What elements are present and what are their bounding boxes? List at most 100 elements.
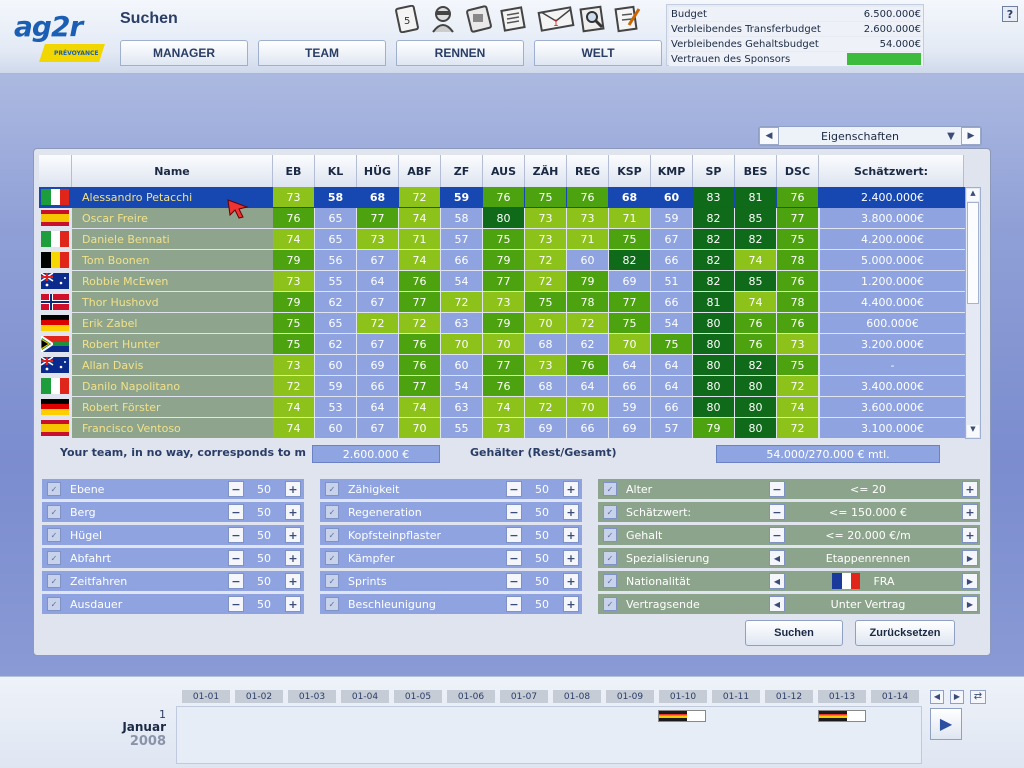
calendar-timeline[interactable] (176, 706, 922, 764)
decrease-button[interactable]: − (228, 550, 244, 566)
header-dsc[interactable]: DSC (777, 155, 819, 187)
rider-name[interactable]: Oscar Freire (72, 208, 273, 228)
document-icon[interactable]: 5 (392, 4, 422, 34)
tab-rennen[interactable]: RENNEN (396, 40, 524, 66)
filter-checkbox[interactable]: ✓ (603, 505, 617, 519)
filter-checkbox[interactable]: ✓ (47, 597, 61, 611)
chevron-right-icon[interactable]: ▶ (962, 596, 978, 612)
filter-checkbox[interactable]: ✓ (47, 505, 61, 519)
table-scrollbar[interactable]: ▲ ▼ (965, 187, 981, 439)
race-marker[interactable] (818, 710, 866, 722)
calendar-reset-icon[interactable]: ⇄ (970, 690, 986, 704)
increase-button[interactable]: + (285, 596, 301, 612)
table-row[interactable]: Erik Zabel 75 65 72 72 63 79 70 72 75 54 80 76 76 600.… (39, 313, 965, 334)
header-abf[interactable]: ABF (399, 155, 441, 187)
table-row[interactable]: Tom Boonen 79 56 67 74 66 79 72 60 82 66 82 74 78 5.00… (39, 250, 965, 271)
decrease-button[interactable]: − (506, 504, 522, 520)
header-reg[interactable]: REG (567, 155, 609, 187)
decrease-button[interactable]: − (228, 527, 244, 543)
header-aus[interactable]: AUS (483, 155, 525, 187)
calendar-day-tab[interactable]: 01-02 (235, 690, 283, 703)
filter-checkbox[interactable]: ✓ (603, 574, 617, 588)
decrease-button[interactable]: − (228, 504, 244, 520)
table-row[interactable]: Daniele Bennati 74 65 73 71 57 75 73 71 75 67 82 82 7… (39, 229, 965, 250)
decrease-button[interactable]: − (506, 550, 522, 566)
scroll-down-icon[interactable]: ▼ (967, 425, 979, 437)
attribute-view-dropdown[interactable]: ◀ Eigenschaften ▼ ▶ (758, 126, 982, 146)
table-row[interactable]: Robbie McEwen 73 55 64 76 54 77 72 79 69 51 82 85 76 1… (39, 271, 965, 292)
increase-button[interactable]: + (563, 504, 579, 520)
table-row[interactable]: Francisco Ventoso 74 60 67 70 55 73 69 66 69 57 79 8… (39, 418, 965, 439)
decrease-button[interactable]: − (228, 481, 244, 497)
filter-checkbox[interactable]: ✓ (325, 574, 339, 588)
reset-button[interactable]: Zurücksetzen (855, 620, 955, 646)
decrease-button[interactable]: − (769, 481, 785, 497)
tab-welt[interactable]: WELT (534, 40, 662, 66)
header-kmp[interactable]: KMP (651, 155, 693, 187)
table-row[interactable]: Alessandro Petacchi 73 58 68 72 59 76 75 76 68 60 8… (39, 187, 965, 208)
header-schätzwert[interactable]: Schätzwert: (819, 155, 964, 187)
magnifier-icon[interactable] (578, 4, 608, 34)
filter-checkbox[interactable]: ✓ (603, 597, 617, 611)
increase-button[interactable]: + (563, 550, 579, 566)
rider-name[interactable]: Francisco Ventoso (72, 418, 273, 438)
increase-button[interactable]: + (285, 573, 301, 589)
calendar-day-tab[interactable]: 01-07 (500, 690, 548, 703)
cyclist-icon[interactable] (428, 4, 458, 34)
chevron-left-icon[interactable]: ◀ (769, 550, 785, 566)
calendar-day-tab[interactable]: 01-08 (553, 690, 601, 703)
decrease-button[interactable]: − (506, 527, 522, 543)
calendar-day-tab[interactable]: 01-04 (341, 690, 389, 703)
tab-team[interactable]: TEAM (258, 40, 386, 66)
increase-button[interactable]: + (285, 481, 301, 497)
calendar-day-tab[interactable]: 01-12 (765, 690, 813, 703)
table-row[interactable]: Allan Davis 73 60 69 76 60 77 73 76 64 64 80 82 75- (39, 355, 965, 376)
filter-checkbox[interactable]: ✓ (325, 482, 339, 496)
advance-day-button[interactable]: ▶ (930, 708, 962, 740)
calendar-day-tab[interactable]: 01-14 (871, 690, 919, 703)
table-row[interactable]: Robert Hunter 75 62 67 76 70 70 68 62 70 75 80 76 73 3… (39, 334, 965, 355)
filter-checkbox[interactable]: ✓ (325, 597, 339, 611)
rider-name[interactable]: Daniele Bennati (72, 229, 273, 249)
header-zf[interactable]: ZF (441, 155, 483, 187)
table-row[interactable]: Oscar Freire 76 65 77 74 58 80 73 73 71 59 82 85 77 3.… (39, 208, 965, 229)
calendar-day-tab[interactable]: 01-01 (182, 690, 230, 703)
checklist-icon[interactable] (612, 4, 642, 34)
help-button[interactable]: ? (1002, 6, 1018, 22)
rider-name[interactable]: Allan Davis (72, 355, 273, 375)
increase-button[interactable]: + (563, 481, 579, 497)
increase-button[interactable]: + (962, 504, 978, 520)
table-row[interactable]: Robert Förster 74 53 64 74 63 74 72 70 59 66 80 80 74… (39, 397, 965, 418)
header-zäh[interactable]: ZÄH (525, 155, 567, 187)
header-kl[interactable]: KL (315, 155, 357, 187)
calendar-day-tab[interactable]: 01-09 (606, 690, 654, 703)
decrease-button[interactable]: − (769, 504, 785, 520)
calendar-day-tab[interactable]: 01-13 (818, 690, 866, 703)
scroll-up-icon[interactable]: ▲ (967, 189, 979, 201)
rider-name[interactable]: Robert Förster (72, 397, 273, 417)
increase-button[interactable]: + (563, 527, 579, 543)
chevron-right-icon[interactable]: ▶ (962, 573, 978, 589)
newspaper-icon[interactable] (498, 4, 528, 34)
calendar-day-tab[interactable]: 01-06 (447, 690, 495, 703)
increase-button[interactable]: + (285, 527, 301, 543)
header-hüg[interactable]: HÜG (357, 155, 399, 187)
decrease-button[interactable]: − (506, 596, 522, 612)
filter-checkbox[interactable]: ✓ (603, 482, 617, 496)
rider-name[interactable]: Robbie McEwen (72, 271, 273, 291)
header-sp[interactable]: SP (693, 155, 735, 187)
chevron-right-icon[interactable]: ▶ (962, 550, 978, 566)
calendar-day-tab[interactable]: 01-11 (712, 690, 760, 703)
filter-checkbox[interactable]: ✓ (47, 482, 61, 496)
rider-name[interactable]: Robert Hunter (72, 334, 273, 354)
decrease-button[interactable]: − (228, 596, 244, 612)
header-bes[interactable]: BES (735, 155, 777, 187)
card-icon[interactable] (464, 4, 494, 34)
calendar-prev-icon[interactable]: ◀ (930, 690, 944, 704)
filter-checkbox[interactable]: ✓ (603, 528, 617, 542)
increase-button[interactable]: + (285, 504, 301, 520)
calendar-day-tab[interactable]: 01-05 (394, 690, 442, 703)
filter-checkbox[interactable]: ✓ (325, 551, 339, 565)
decrease-button[interactable]: − (769, 527, 785, 543)
table-row[interactable]: Thor Hushovd 79 62 67 77 72 73 75 78 77 66 81 74 78 4.… (39, 292, 965, 313)
